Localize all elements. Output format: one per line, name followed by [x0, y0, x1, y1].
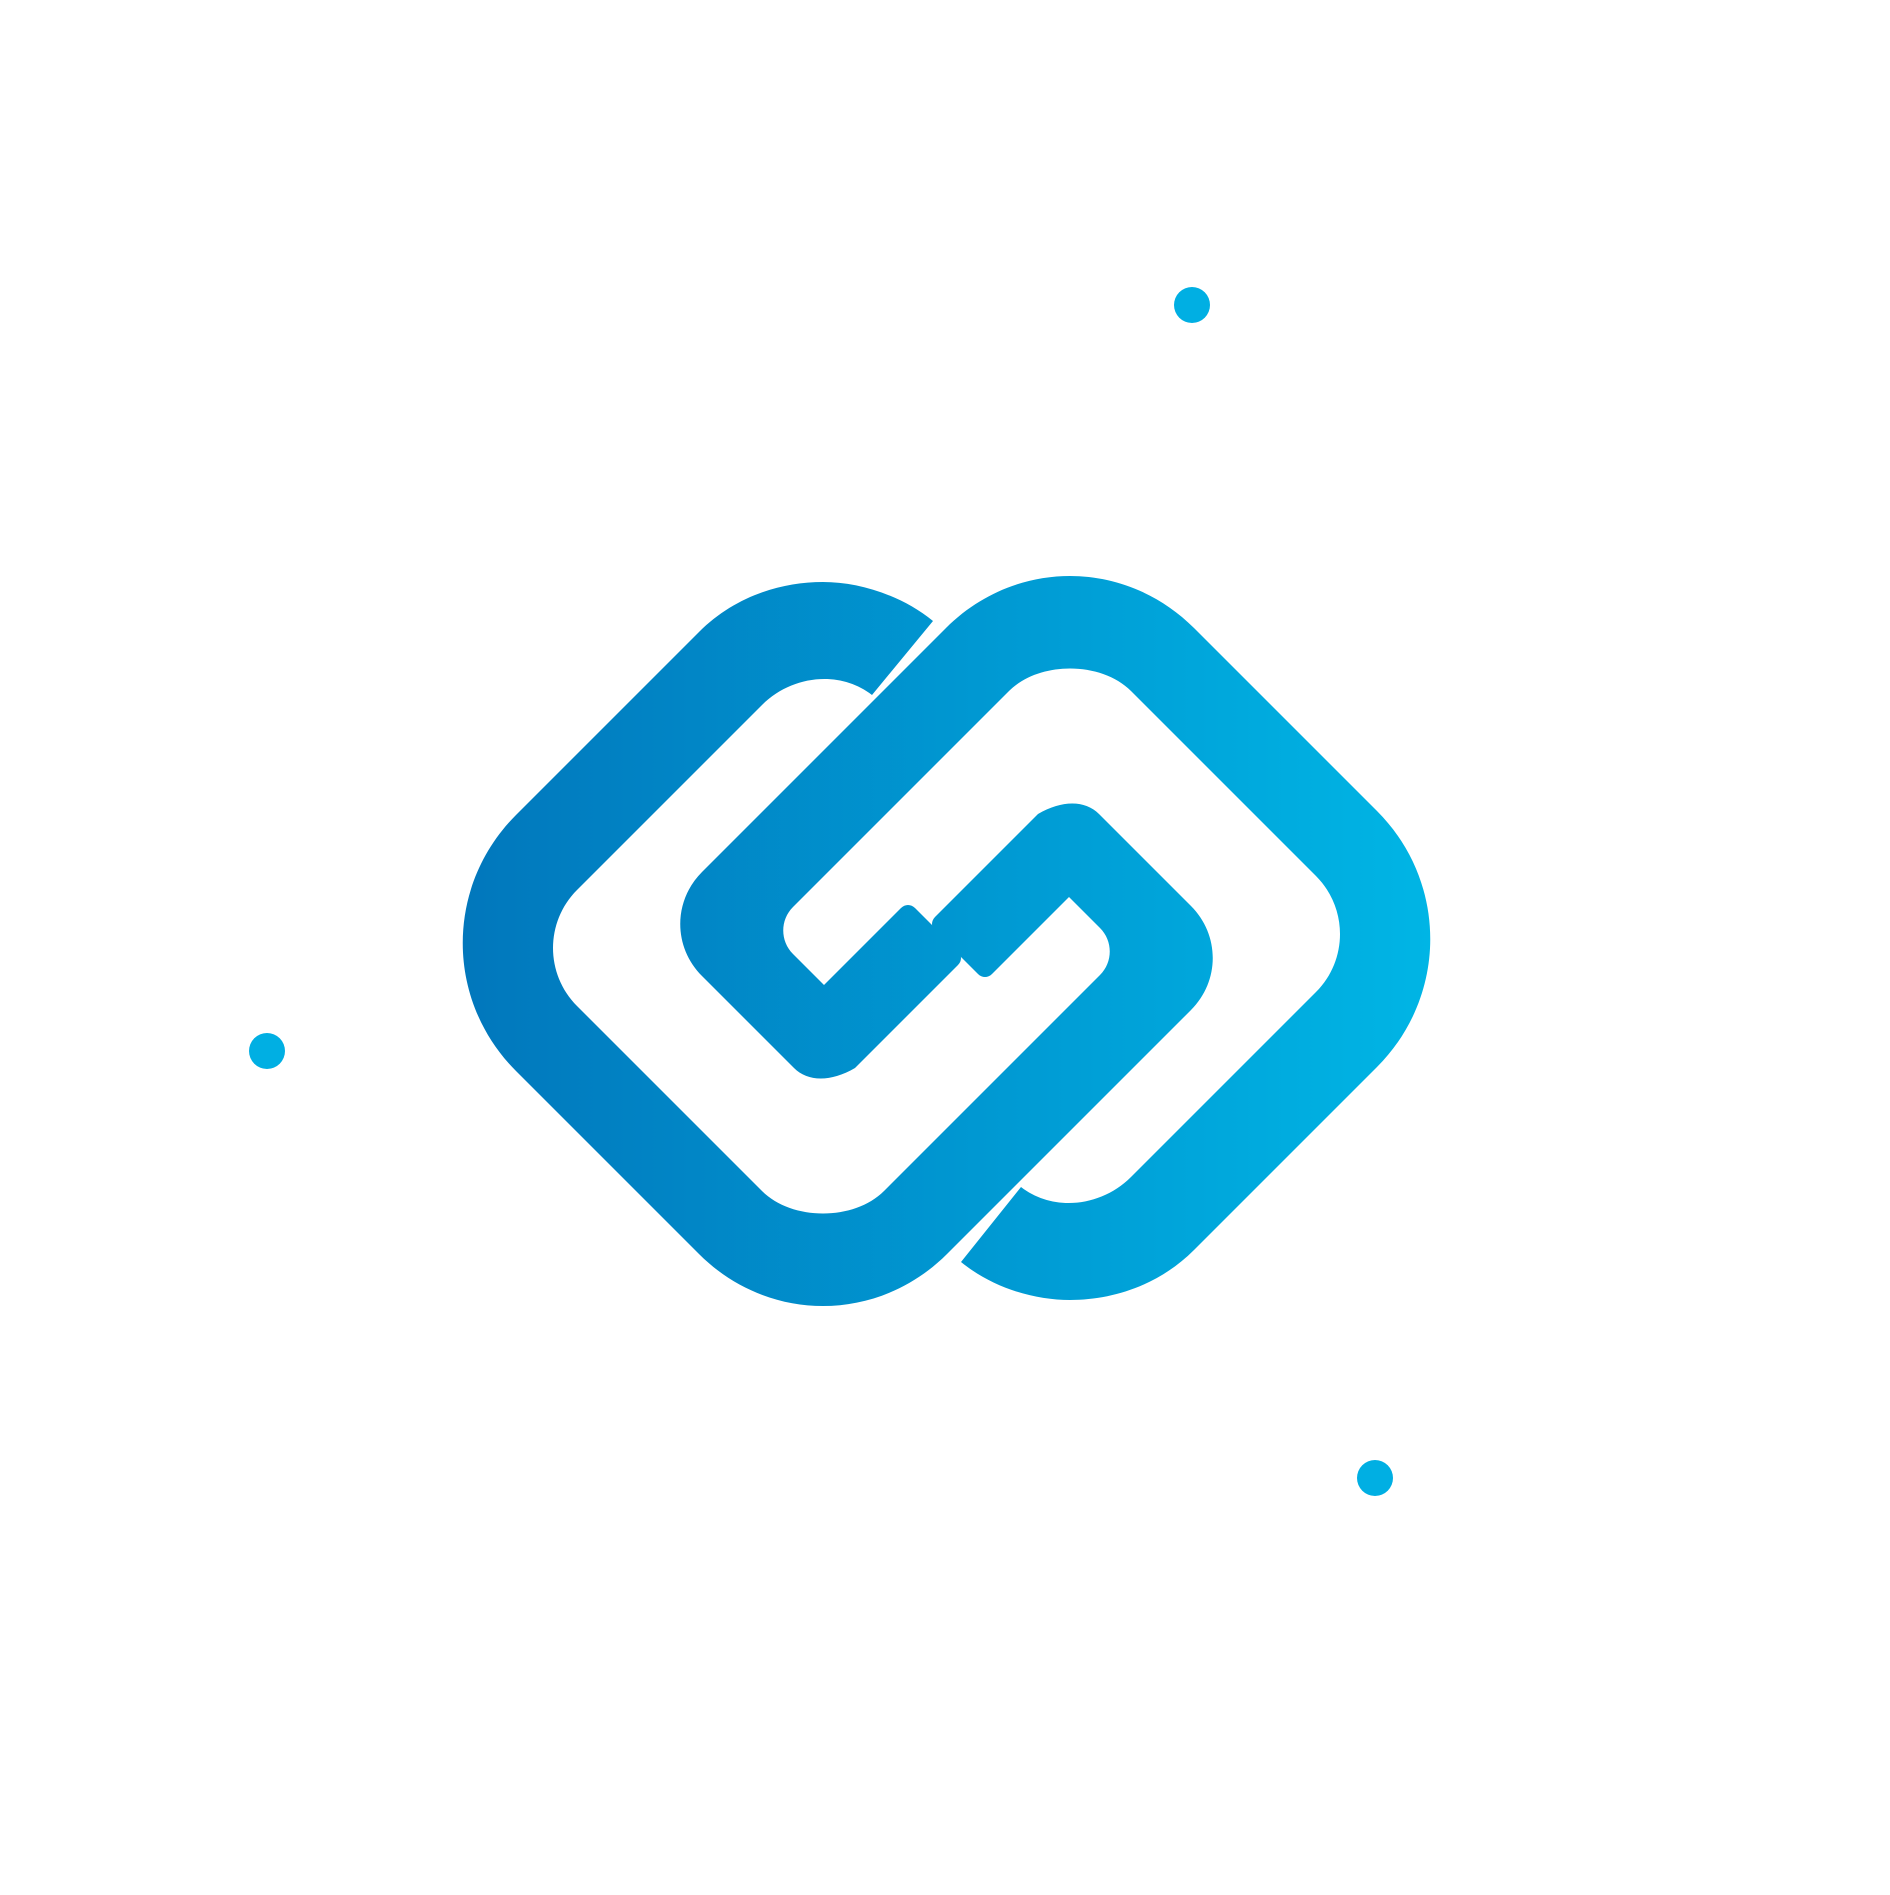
right-link-icon: [680, 576, 1431, 1300]
circle-dot-icon: [249, 1033, 285, 1069]
left-link-icon: [462, 582, 1213, 1306]
circle-dot-icon: [1357, 1460, 1393, 1496]
circle-dot-icon: [1174, 287, 1210, 323]
